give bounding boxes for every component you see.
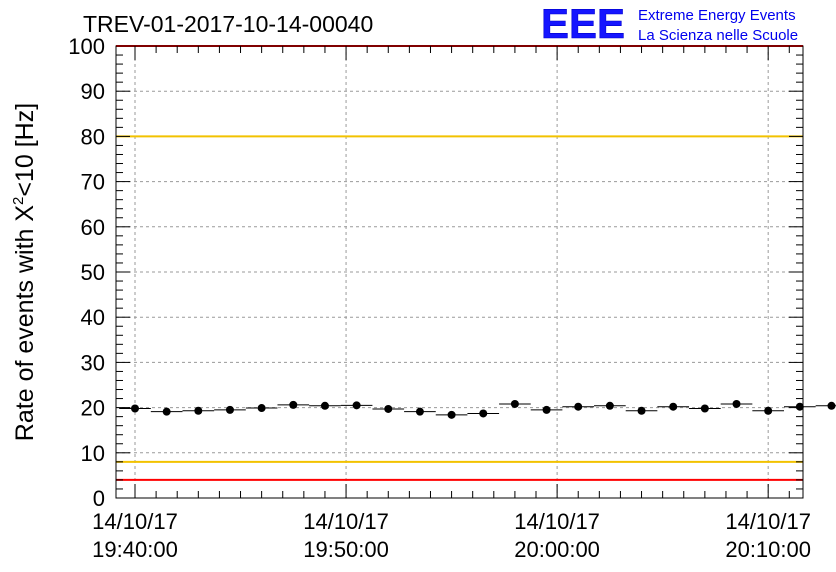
point-marker — [162, 407, 171, 416]
axis-ticks — [116, 45, 803, 499]
logo-mark: EEE — [541, 0, 625, 47]
y-tick-label: 80 — [81, 124, 105, 149]
eee-logo: EEE Extreme Energy Events La Scienza nel… — [541, 0, 798, 47]
data-point — [182, 406, 215, 415]
point-marker — [320, 401, 329, 410]
x-tick-date: 14/10/17 — [514, 509, 600, 534]
x-tick-time: 20:10:00 — [725, 537, 811, 562]
data-point — [214, 405, 246, 414]
point-marker — [510, 399, 519, 408]
point-marker — [795, 402, 804, 411]
point-marker — [479, 409, 488, 418]
point-marker — [700, 404, 709, 413]
point-marker — [827, 401, 836, 410]
data-point — [467, 409, 500, 418]
grid-lines — [116, 46, 803, 498]
data-point — [404, 407, 436, 416]
y-tick-label: 70 — [81, 170, 105, 195]
point-marker — [732, 399, 741, 408]
point-marker — [415, 407, 424, 416]
x-tick-labels: 14/10/17 19:40:00 14/10/17 19:50:00 14/10/17… — [92, 509, 811, 562]
data-point — [689, 404, 721, 413]
y-tick-label: 50 — [81, 260, 105, 285]
y-tick-label: 60 — [81, 215, 105, 240]
y-tick-label: 100 — [68, 34, 105, 59]
data-point — [150, 407, 183, 416]
point-marker — [764, 406, 773, 415]
data-point — [245, 404, 278, 413]
point-marker — [637, 406, 646, 415]
x-tick-time: 19:40:00 — [92, 537, 178, 562]
y-axis-title-sup: 2 — [10, 197, 27, 205]
y-tick-label: 0 — [93, 486, 105, 511]
point-marker — [542, 405, 551, 414]
x-tick-time: 20:00:00 — [514, 537, 600, 562]
point-marker — [447, 410, 456, 419]
y-axis-title: Rate of events with X2<10 [Hz] — [10, 103, 39, 441]
data-point — [625, 406, 658, 415]
y-tick-labels: 0 10 20 30 40 50 60 70 80 90 100 — [68, 34, 105, 511]
data-point — [752, 406, 785, 415]
x-tick-date: 14/10/17 — [725, 509, 811, 534]
x-tick-time: 19:50:00 — [303, 537, 389, 562]
data-point — [372, 404, 405, 413]
point-marker — [669, 402, 678, 411]
y-tick-label: 40 — [81, 305, 105, 330]
data-point — [594, 401, 626, 410]
data-point — [530, 405, 563, 414]
y-tick-label: 20 — [81, 396, 105, 421]
point-marker — [225, 405, 234, 414]
logo-line-2: La Scienza nelle Scuole — [638, 27, 798, 44]
data-point — [562, 402, 595, 411]
data-point — [784, 402, 816, 411]
point-marker — [289, 400, 298, 409]
point-marker — [384, 404, 393, 413]
data-point — [340, 401, 373, 410]
point-marker — [194, 406, 203, 415]
x-tick-date: 14/10/17 — [92, 509, 178, 534]
data-point — [435, 410, 468, 419]
point-marker — [605, 401, 614, 410]
y-tick-label: 10 — [81, 441, 105, 466]
x-tick-date: 14/10/17 — [303, 509, 389, 534]
y-axis-title-main: Rate of events with X — [11, 205, 39, 442]
data-point — [119, 404, 151, 413]
point-marker — [352, 401, 361, 410]
y-tick-label: 90 — [81, 79, 105, 104]
data-point — [309, 401, 341, 410]
data-point — [815, 401, 836, 410]
data-point — [657, 402, 690, 411]
plot-title: TREV-01-2017-10-14-00040 — [83, 11, 373, 37]
point-marker — [574, 402, 583, 411]
data-point — [720, 399, 753, 408]
data-point — [499, 399, 531, 408]
y-tick-label: 30 — [81, 350, 105, 375]
point-marker — [257, 404, 266, 413]
data-point — [277, 400, 310, 409]
y-axis-title-tail: <10 [Hz] — [11, 103, 39, 197]
logo-line-1: Extreme Energy Events — [638, 7, 796, 24]
point-marker — [130, 404, 139, 413]
data-points — [119, 399, 836, 419]
